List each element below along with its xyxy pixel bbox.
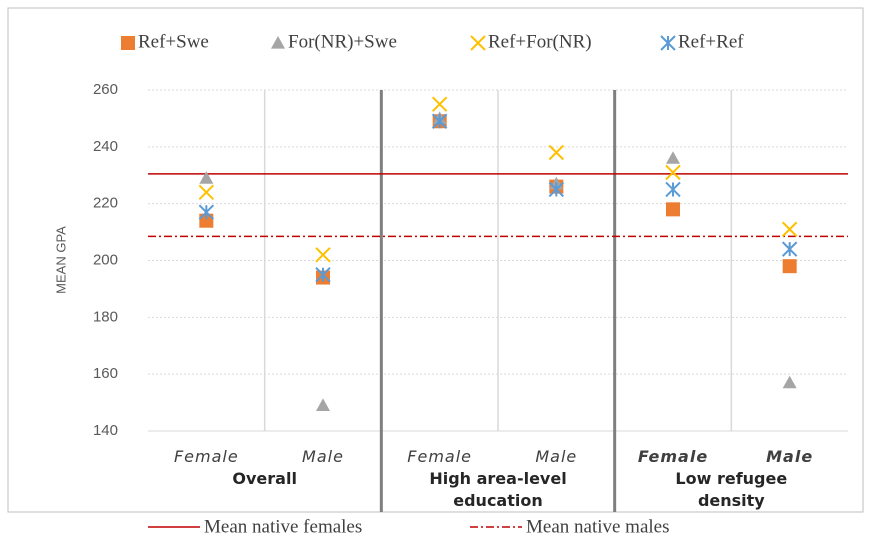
point <box>782 375 797 389</box>
legend-marker <box>660 35 676 51</box>
legend-label: For(NR)+Swe <box>288 31 397 52</box>
legend-label: Ref+Ref <box>678 31 744 52</box>
point <box>666 202 680 217</box>
y-tick-label: 180 <box>93 308 118 325</box>
x-tick-label: Female <box>407 447 472 466</box>
legend-label: Ref+Swe <box>138 31 209 52</box>
point <box>781 241 798 257</box>
x-tick-label: Female <box>638 447 708 466</box>
point <box>315 267 331 283</box>
legend-label: Mean native males <box>526 516 670 537</box>
legend-marker <box>271 36 285 49</box>
x-tick-label: Female <box>174 447 239 466</box>
point <box>431 113 448 129</box>
group-label: Low refugee density <box>675 469 787 510</box>
point <box>199 171 214 184</box>
x-tick-label: Male <box>535 447 577 466</box>
group-label: High area-level education <box>429 469 566 510</box>
point <box>665 181 681 198</box>
y-tick-label: 220 <box>93 195 118 212</box>
y-tick-label: 240 <box>93 138 118 155</box>
legend-marker <box>470 35 486 51</box>
legend-label: Mean native females <box>204 516 362 537</box>
point <box>665 164 681 181</box>
y-tick-label: 160 <box>93 365 118 382</box>
y-tick-label: 260 <box>93 81 118 98</box>
point <box>782 259 797 274</box>
point <box>431 96 448 112</box>
chart-border <box>7 7 864 513</box>
y-tick-label: 200 <box>93 251 118 268</box>
point <box>198 184 215 201</box>
point <box>316 398 330 412</box>
point <box>315 247 331 263</box>
x-tick-label: Male <box>302 447 344 466</box>
legend-label: Ref+For(NR) <box>488 31 592 52</box>
point <box>198 204 215 220</box>
y-axis-title: MEAN GPA <box>53 226 68 294</box>
point <box>548 144 565 161</box>
legend-marker <box>121 36 135 50</box>
point <box>548 181 565 198</box>
y-tick-label: 140 <box>93 422 118 439</box>
point <box>199 213 214 228</box>
point <box>666 151 680 164</box>
x-tick-label: Male <box>766 447 813 466</box>
group-label: Overall <box>232 469 297 488</box>
point <box>781 221 798 237</box>
